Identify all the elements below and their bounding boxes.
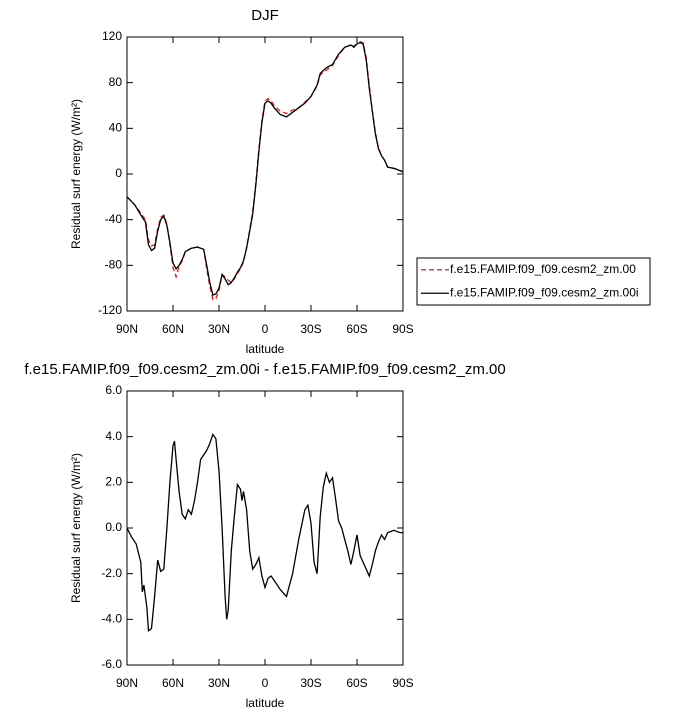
y-tick-label: -40 <box>105 212 123 226</box>
y-tick-label: -120 <box>98 303 122 317</box>
y-tick-label: -2.0 <box>101 566 122 580</box>
y-tick-label: -6.0 <box>101 657 122 671</box>
data-line <box>126 42 404 296</box>
x-tick-label: 0 <box>262 322 269 336</box>
plot-frame <box>126 36 404 312</box>
x-tick-label: 90S <box>392 322 413 336</box>
x-axis-label: latitude <box>246 342 285 356</box>
x-tick-label: 30N <box>208 676 230 690</box>
y-tick-label: 80 <box>109 75 123 89</box>
x-tick-label: 60S <box>346 676 367 690</box>
x-tick-label: 30S <box>300 676 321 690</box>
x-tick-label: 30N <box>208 322 230 336</box>
y-tick-label: -80 <box>105 258 123 272</box>
y-tick-label: -4.0 <box>101 612 122 626</box>
y-tick-label: 4.0 <box>105 429 122 443</box>
chart-title: f.e15.FAMIP.f09_f09.cesm2_zm.00i - f.e15… <box>24 361 505 378</box>
x-tick-label: 90S <box>392 676 413 690</box>
x-tick-label: 60N <box>162 322 184 336</box>
legend-box <box>416 257 651 306</box>
y-tick-label: 40 <box>109 121 123 135</box>
y-axis-label: Residual surf energy (W/m²) <box>69 453 83 603</box>
data-line <box>126 432 403 633</box>
y-axis-label: Residual surf energy (W/m²) <box>69 99 83 249</box>
x-tick-label: 90N <box>116 676 138 690</box>
x-tick-label: 30S <box>300 322 321 336</box>
plot-frame <box>126 390 404 666</box>
y-tick-label: 0.0 <box>105 520 122 534</box>
x-tick-label: 60N <box>162 676 184 690</box>
y-tick-label: 0 <box>115 166 122 180</box>
legend-label: f.e15.FAMIP.f09_f09.cesm2_zm.00 <box>450 262 636 276</box>
y-tick-label: 2.0 <box>105 475 122 489</box>
data-line <box>126 40 404 301</box>
x-tick-label: 60S <box>346 322 367 336</box>
x-axis-label: latitude <box>246 696 285 710</box>
y-tick-label: 6.0 <box>105 383 122 397</box>
legend-label: f.e15.FAMIP.f09_f09.cesm2_zm.00i <box>450 285 639 299</box>
x-tick-label: 0 <box>262 676 269 690</box>
x-tick-label: 90N <box>116 322 138 336</box>
chart-title: DJF <box>251 7 279 24</box>
y-tick-label: 120 <box>102 29 122 43</box>
